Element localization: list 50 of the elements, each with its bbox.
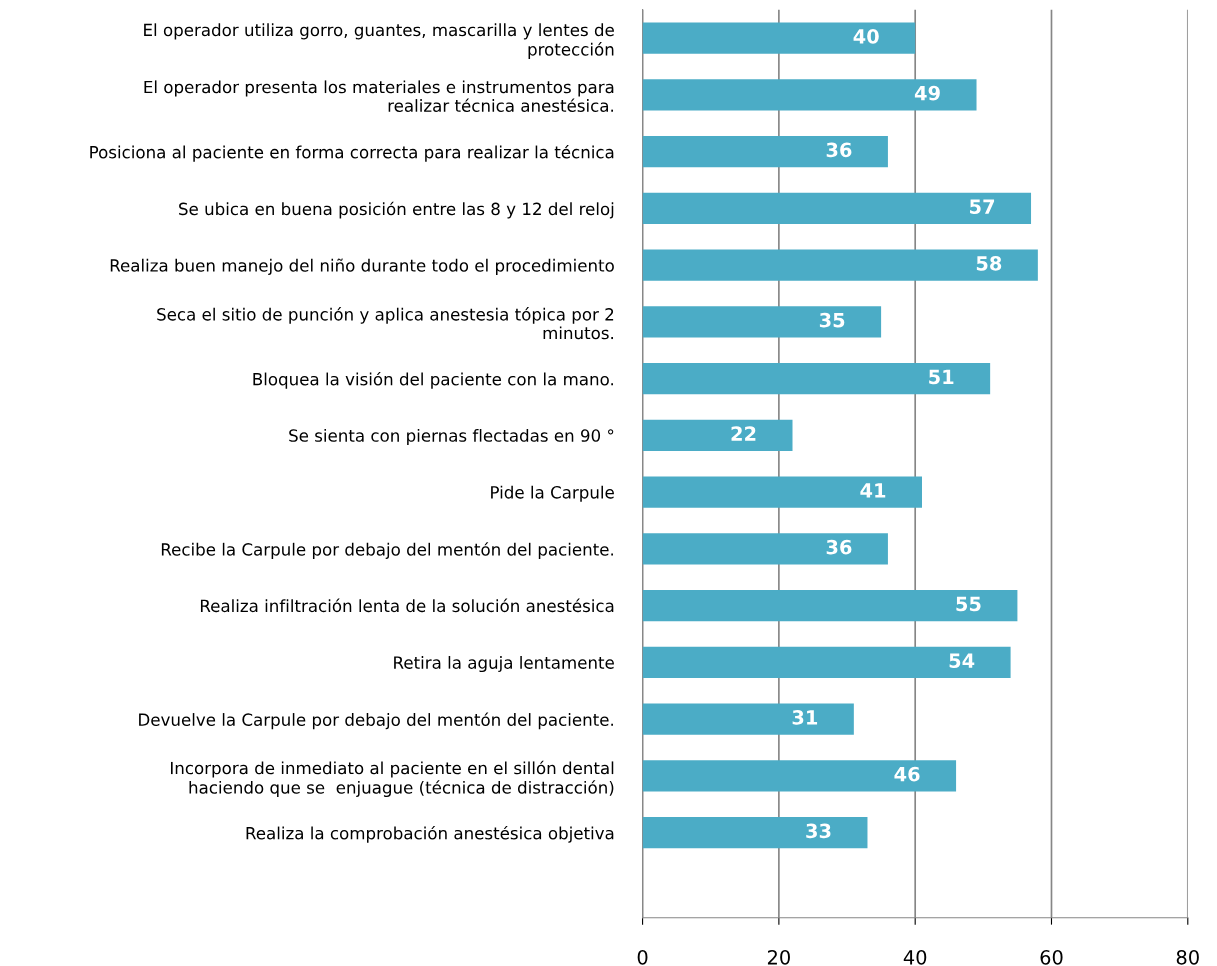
y-tick-label: Devuelve la Carpule por debajo del mentón del paciente.: [139, 712, 613, 730]
bar: [642, 192, 1032, 224]
y-tick-label: Bloquea la visión del paciente con la mano.: [253, 371, 613, 389]
y-tick-label: Realiza la comprobación anestésica objetiva: [246, 825, 614, 843]
data-label: 46: [894, 766, 920, 782]
y-tick-label: Seca el sitio de punción y aplica anestesia tópica por 2 minutos.: [157, 307, 614, 340]
bar: [642, 760, 957, 792]
data-label: 35: [819, 312, 845, 328]
x-tick-label: 40: [903, 949, 927, 965]
y-tick-label: Retira la aguja lentamente: [394, 655, 614, 673]
y-tick-label: El operador presenta los materiales e instrumentos para realizar técnica anestésica.: [144, 80, 614, 112]
y-tick-label: Incorpora de inmediato al paciente en el sillón dental haciendo que se enjuague (técnica de distracción): [171, 760, 614, 798]
y-tick-label: Se sienta con piernas flectadas en 90 °: [289, 428, 614, 446]
data-label: 33: [806, 823, 831, 839]
bar: [642, 135, 888, 168]
bar: [642, 419, 793, 451]
x-tick-label: 80: [1176, 949, 1199, 965]
y-tick-label: Pide la Carpule: [491, 485, 614, 502]
bar: [642, 476, 922, 508]
y-tick-label: Posiciona al paciente en forma correcta para realizar la técnica: [90, 144, 614, 162]
data-label: 36: [826, 142, 852, 158]
data-label: 57: [970, 199, 995, 214]
bar: [642, 306, 882, 338]
bar: [642, 703, 854, 735]
bar: [642, 816, 868, 849]
y-tick-label: Recibe la Carpule por debajo del mentón del paciente.: [161, 542, 613, 559]
data-label: 22: [731, 426, 756, 441]
bar: [642, 249, 1038, 281]
data-label: 58: [976, 255, 1002, 271]
data-label: 40: [853, 28, 879, 44]
bar: [642, 589, 1018, 622]
bar: [642, 79, 977, 111]
data-label: 41: [860, 483, 886, 498]
x-tick-label: 20: [767, 949, 790, 965]
y-tick-label: El operador utiliza gorro, guantes, mascarilla y lentes de protección: [144, 23, 614, 59]
y-tick-label: Realiza infiltración lenta de la solución anestésica: [200, 598, 614, 613]
bar: [642, 533, 888, 565]
data-label: 31: [792, 710, 818, 725]
bar: [642, 362, 991, 395]
data-label: 49: [914, 85, 940, 101]
y-tick-label: Se ubica en buena posición entre las 8 y 12 del reloj: [179, 201, 614, 219]
x-tick-label: 60: [1040, 949, 1063, 965]
data-label: 55: [956, 596, 981, 612]
y-tick-label: Realiza buen manejo del niño durante todo el procedimiento: [110, 258, 614, 275]
data-label: 54: [949, 653, 975, 668]
x-tick-label: 0: [637, 949, 648, 965]
bar: [642, 646, 1011, 678]
data-label: 51: [929, 369, 954, 385]
data-label: 36: [826, 539, 852, 555]
bar: [642, 22, 916, 54]
